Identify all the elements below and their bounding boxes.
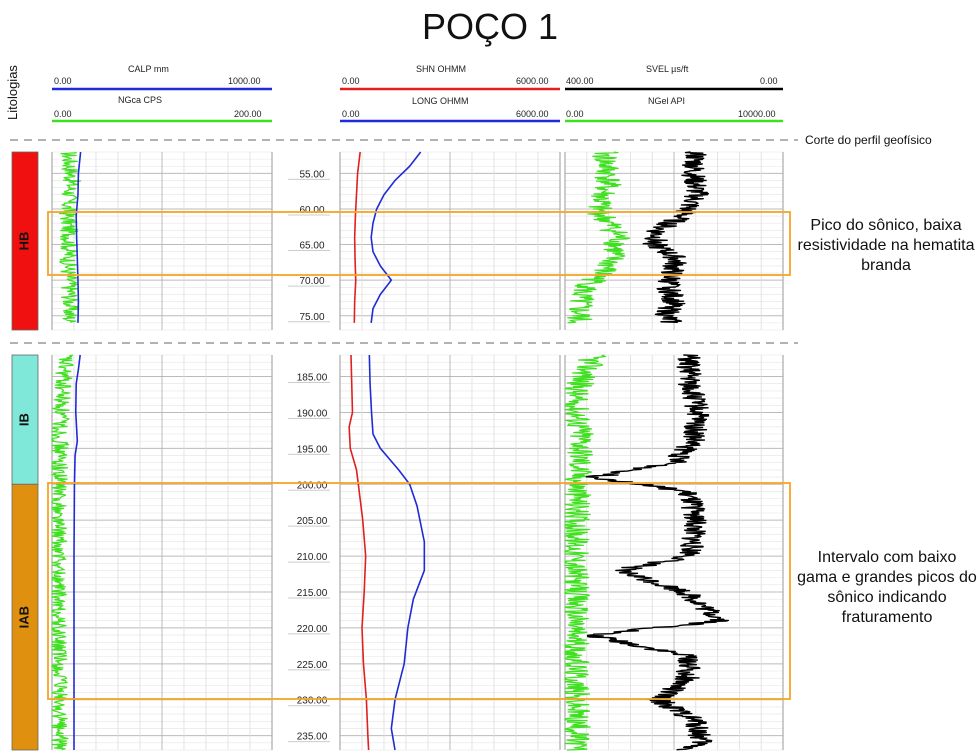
track2-curve1-label: SHN OHMM [416,64,466,74]
series-calp-line [73,354,81,750]
track1-curve2-min: 0.00 [54,109,72,119]
track1-curve1-min: 0.00 [54,76,72,86]
depth-tick-label: 55.00 [299,169,324,180]
depth-tick-label: 75.00 [299,312,324,323]
depth-tick-label: 215.00 [297,588,328,599]
track3-curve1-min: 400.00 [566,76,594,86]
track3-curve1-label: SVEL µs/ft [646,64,689,74]
depth-tick-label: 220.00 [297,624,328,635]
depth-tick-label: 195.00 [297,444,328,455]
lithology-hb-bar [11,151,39,331]
series-svel-line [585,354,729,751]
depth-tick-label: 225.00 [297,660,328,671]
lithology-iab-label: IAB [16,606,31,628]
lithology-header: Litologias [5,65,20,120]
track3-curve2-label: NGel API [648,96,686,106]
track2-curve2-max: 6000.00 [516,109,549,119]
track1-curve2-max: 200.00 [234,109,262,119]
track2-curve1-max: 6000.00 [516,76,549,86]
track3-curve2-max: 10000.00 [738,109,776,119]
depth-tick-label: 230.00 [297,696,328,707]
depth-tick-label: 210.00 [297,552,328,563]
depth-tick-label: 190.00 [297,408,328,419]
series-svel-line [642,151,710,324]
series-ngel-line [567,151,631,324]
series-ngel-line [564,354,607,751]
depth-tick-label: 185.00 [297,373,328,384]
highlight-interval-box [47,482,791,700]
series-ngca-line [51,354,74,751]
track1-curve1-max: 1000.00 [228,76,261,86]
depth-tick-label: 235.00 [297,732,328,743]
track2-curve1-min: 0.00 [342,76,360,86]
series-shn-line [353,151,361,323]
chart-title: POÇO 1 [421,6,559,47]
lithology-ib-label: IB [16,413,31,426]
depth-tick-label: 200.00 [297,480,328,491]
depth-tick-label: 205.00 [297,516,328,527]
track2-curve2-min: 0.00 [342,109,360,119]
lithology-iab-bar [11,483,39,751]
lithology-hb-label: HB [16,232,31,251]
depth-tick-label: 70.00 [299,276,324,287]
depth-tick-label: 60.00 [299,205,324,216]
cut-label: Corte do perfil geofísico [805,133,932,147]
series-long-line [368,354,426,751]
lithology-ib-bar [11,354,39,485]
track3-curve2-min: 0.00 [566,109,584,119]
track1-curve2-label: NGca CPS [118,95,163,105]
series-ngca-line [58,151,82,323]
series-calp-line [75,151,82,323]
series-long-line [370,151,422,323]
track1-curve1-label: CALP mm [128,64,169,74]
track2-curve2-label: LONG OHMM [412,96,469,106]
depth-tick-label: 65.00 [299,241,324,252]
series-shn-line [348,354,370,751]
track3-curve1-max: 0.00 [760,76,778,86]
highlight-interval-box [47,211,791,276]
annotation-lower: Intervalo com baixo gama e grandes picos… [797,549,977,626]
annotation-upper: Pico do sônico, baixa resistividade na h… [797,217,975,274]
